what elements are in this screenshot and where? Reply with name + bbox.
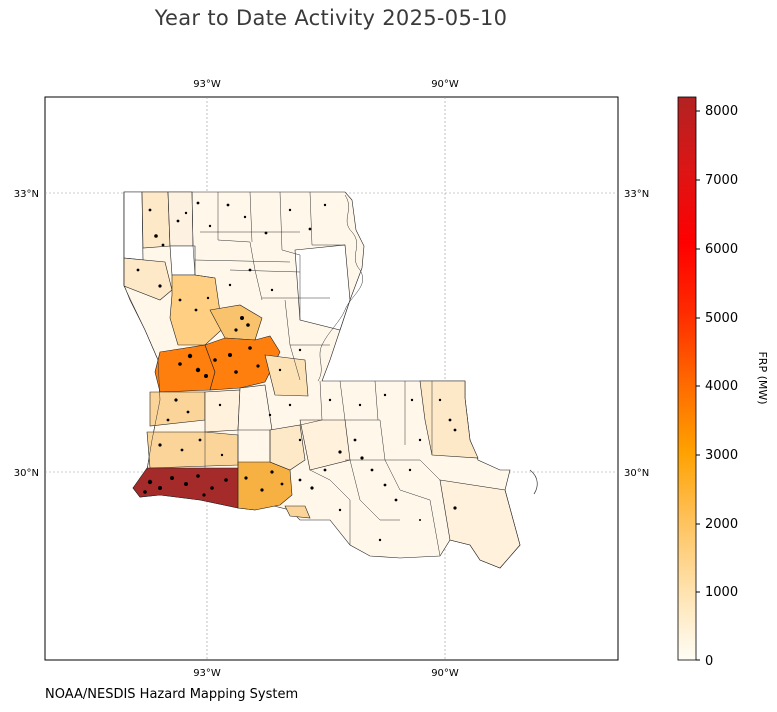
river-line bbox=[317, 194, 363, 382]
cb-tick-7000: 7000 bbox=[705, 173, 738, 188]
coast-island bbox=[529, 469, 538, 495]
parish-vernon bbox=[154, 344, 216, 393]
fire-detections bbox=[136, 201, 457, 542]
parish-n-east-white bbox=[294, 244, 351, 331]
cb-tick-5000: 5000 bbox=[705, 311, 738, 326]
cb-tick-3000: 3000 bbox=[705, 448, 738, 463]
cb-tick-1000: 1000 bbox=[705, 585, 738, 600]
parish-lafayette bbox=[269, 424, 306, 471]
colorbar bbox=[677, 96, 697, 661]
louisiana-parishes bbox=[123, 191, 521, 569]
parish-allen bbox=[204, 389, 241, 433]
lat-label-right-33n: 33°N bbox=[624, 189, 649, 200]
lat-label-right-30n: 30°N bbox=[624, 468, 649, 479]
colorbar-label: FRP (MW) bbox=[756, 351, 769, 404]
cb-tick-8000: 8000 bbox=[705, 104, 738, 119]
map-frame bbox=[44, 96, 619, 661]
parish-jeff-davis bbox=[146, 431, 239, 469]
parish-webster bbox=[167, 191, 194, 247]
parish-caddo bbox=[123, 191, 144, 261]
cb-tick-2000: 2000 bbox=[705, 517, 738, 532]
parish-grant bbox=[209, 304, 263, 341]
colorbar-ticks: 8000 7000 6000 5000 4000 3000 2000 1000 … bbox=[696, 104, 738, 669]
source-credit: NOAA/NESDIS Hazard Mapping System bbox=[45, 687, 299, 702]
parish-red-river bbox=[169, 245, 196, 276]
parish-borders bbox=[123, 191, 441, 557]
parish-plaquemines bbox=[439, 479, 521, 569]
map-title: Year to Date Activity 2025-05-10 bbox=[154, 6, 508, 30]
parish-bossier bbox=[141, 191, 171, 249]
parish-marsh bbox=[284, 505, 311, 519]
lon-label-bottom-93w: 93°W bbox=[193, 668, 221, 679]
cb-tick-4000: 4000 bbox=[705, 379, 738, 394]
cb-tick-0: 0 bbox=[705, 654, 713, 669]
parish-avoyelles bbox=[264, 354, 309, 397]
lon-label-top-93w: 93°W bbox=[193, 79, 221, 90]
lon-label-bottom-90w: 90°W bbox=[431, 668, 459, 679]
lat-label-left-33n: 33°N bbox=[14, 189, 39, 200]
lon-label-top-90w: 90°W bbox=[431, 79, 459, 90]
cb-tick-6000: 6000 bbox=[705, 242, 738, 257]
lat-label-left-30n: 30°N bbox=[14, 468, 39, 479]
